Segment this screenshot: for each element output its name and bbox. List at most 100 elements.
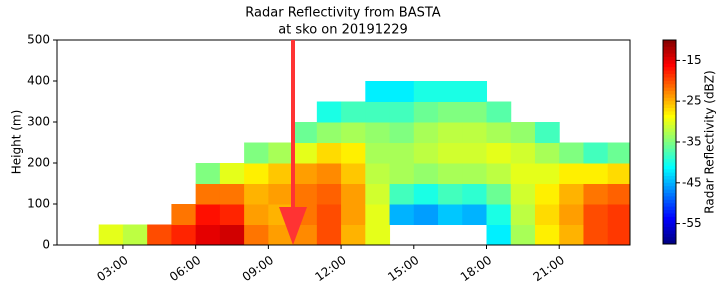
y-tick-label: 400 bbox=[27, 74, 50, 88]
x-tick-label: 03:00 bbox=[94, 253, 130, 284]
heatmap-cell bbox=[487, 163, 512, 184]
heatmap-cell bbox=[293, 163, 318, 184]
heatmap-cell bbox=[462, 143, 487, 164]
colorbar-swatch bbox=[663, 118, 676, 122]
colorbar-swatch bbox=[663, 234, 676, 238]
heatmap-cell bbox=[317, 122, 342, 143]
x-tick-label: 15:00 bbox=[385, 253, 421, 284]
heatmap-cell bbox=[390, 102, 415, 123]
heatmap-cell bbox=[341, 163, 366, 184]
colorbar-tick-label: -55 bbox=[682, 216, 702, 230]
colorbar-swatch bbox=[663, 220, 676, 224]
heatmap-cell bbox=[438, 143, 463, 164]
heatmap-cell bbox=[462, 102, 487, 123]
colorbar-swatch bbox=[663, 166, 676, 170]
heatmap-cell bbox=[365, 143, 390, 164]
colorbar-swatch bbox=[663, 88, 676, 92]
colorbar-swatch bbox=[663, 149, 676, 153]
heatmap-cell bbox=[341, 184, 366, 205]
colorbar-swatch bbox=[663, 125, 676, 129]
colorbar-swatch bbox=[663, 67, 676, 71]
colorbar-swatch bbox=[663, 54, 676, 58]
heatmap-cell bbox=[608, 225, 633, 246]
heatmap-cell bbox=[341, 225, 366, 246]
heatmap-cell bbox=[341, 143, 366, 164]
heatmap-cell bbox=[123, 225, 148, 246]
heatmap-cell bbox=[220, 225, 245, 246]
colorbar-swatch bbox=[663, 217, 676, 221]
heatmap-cell bbox=[487, 143, 512, 164]
heatmap-cell bbox=[244, 163, 269, 184]
heatmap-cell bbox=[365, 225, 390, 246]
colorbar-swatch bbox=[663, 213, 676, 217]
colorbar-swatch bbox=[663, 237, 676, 241]
heatmap-cell bbox=[220, 204, 245, 225]
colorbar-swatch bbox=[663, 128, 676, 132]
heatmap-cell bbox=[487, 122, 512, 143]
heatmap-cell bbox=[268, 143, 293, 164]
heatmap-cell bbox=[317, 204, 342, 225]
colorbar-label: Radar Reflectivity (dBZ) bbox=[703, 70, 717, 213]
heatmap-cell bbox=[438, 122, 463, 143]
heatmap-cell bbox=[583, 184, 608, 205]
colorbar-swatch bbox=[663, 210, 676, 214]
heatmap-cell bbox=[220, 184, 245, 205]
heatmap-cell bbox=[99, 225, 124, 246]
colorbar-swatch bbox=[663, 111, 676, 115]
colorbar-swatch bbox=[663, 173, 676, 177]
heatmap-cell bbox=[535, 204, 560, 225]
heatmap-cell bbox=[341, 204, 366, 225]
heatmap-cell bbox=[317, 163, 342, 184]
colorbar-swatch bbox=[663, 176, 676, 180]
heatmap-cell bbox=[608, 184, 633, 205]
heatmap-cell bbox=[244, 143, 269, 164]
y-tick-label: 0 bbox=[42, 238, 50, 252]
heatmap-cell bbox=[608, 204, 633, 225]
heatmap-cell bbox=[583, 163, 608, 184]
heatmap bbox=[99, 81, 633, 246]
heatmap-cell bbox=[268, 163, 293, 184]
heatmap-cell bbox=[438, 184, 463, 205]
colorbar-swatch bbox=[663, 156, 676, 160]
heatmap-cell bbox=[171, 225, 196, 246]
colorbar-tick-label: -35 bbox=[682, 135, 702, 149]
heatmap-cell bbox=[414, 163, 439, 184]
colorbar-tick-label: -15 bbox=[682, 53, 702, 67]
y-tick-label: 200 bbox=[27, 156, 50, 170]
heatmap-cell bbox=[414, 81, 439, 102]
chart-title: Radar Reflectivity from BASTA bbox=[245, 6, 441, 21]
chart: Radar Reflectivity from BASTA at sko on … bbox=[0, 0, 719, 286]
colorbar-swatch bbox=[663, 81, 676, 85]
colorbar-swatch bbox=[663, 40, 676, 44]
colorbar-swatch bbox=[663, 71, 676, 75]
heatmap-cell bbox=[293, 184, 318, 205]
y-tick-label: 100 bbox=[27, 197, 50, 211]
heatmap-cell bbox=[559, 163, 584, 184]
heatmap-cell bbox=[535, 225, 560, 246]
heatmap-cell bbox=[317, 184, 342, 205]
heatmap-cell bbox=[171, 204, 196, 225]
heatmap-cell bbox=[317, 225, 342, 246]
colorbar-swatch bbox=[663, 101, 676, 105]
heatmap-cell bbox=[559, 184, 584, 205]
colorbar: -15-25-35-45-55 bbox=[663, 40, 702, 245]
heatmap-cell bbox=[268, 184, 293, 205]
heatmap-cell bbox=[511, 204, 536, 225]
colorbar-swatch bbox=[663, 193, 676, 197]
colorbar-swatch bbox=[663, 224, 676, 228]
heatmap-cell bbox=[511, 225, 536, 246]
heatmap-cell bbox=[365, 204, 390, 225]
heatmap-cell bbox=[244, 184, 269, 205]
colorbar-tick-label: -25 bbox=[682, 94, 702, 108]
heatmap-cell bbox=[244, 225, 269, 246]
heatmap-cell bbox=[390, 81, 415, 102]
colorbar-swatch bbox=[663, 203, 676, 207]
heatmap-cell bbox=[414, 122, 439, 143]
heatmap-cell bbox=[462, 122, 487, 143]
heatmap-cell bbox=[462, 184, 487, 205]
colorbar-swatch bbox=[663, 207, 676, 211]
heatmap-cell bbox=[511, 143, 536, 164]
heatmap-cell bbox=[390, 184, 415, 205]
colorbar-swatch bbox=[663, 57, 676, 61]
colorbar-swatch bbox=[663, 108, 676, 112]
